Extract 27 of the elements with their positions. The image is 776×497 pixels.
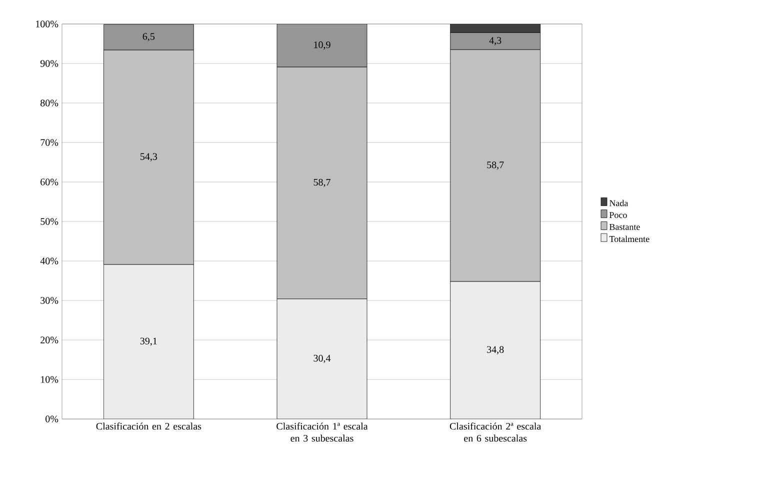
y-tick-label: 60%	[40, 178, 58, 186]
legend-label: Poco	[609, 212, 627, 218]
data-label: 39,1	[140, 338, 157, 346]
data-label: 58,7	[314, 178, 330, 188]
y-tick-label: 40%	[40, 258, 58, 264]
data-label: 58,7	[487, 162, 504, 170]
x-tick-label: Clasificación en 2 escalas	[96, 422, 202, 430]
y-tick-label: 90%	[40, 60, 58, 67]
y-tick-label: 80%	[40, 100, 58, 106]
data-label: 34,8	[487, 346, 504, 354]
legend-label: Totalmente	[609, 236, 650, 242]
data-label: 10,9	[314, 41, 330, 50]
y-tick-label: 50%	[40, 218, 58, 225]
y-tick-label: 10%	[41, 376, 58, 383]
y-tick-label: 20%	[40, 336, 58, 344]
data-label: 4,3	[489, 37, 502, 46]
data-label: 30,4	[314, 354, 331, 364]
x-tick-label: Clasificación 2ª escala en 6 subescalas	[450, 422, 542, 442]
y-tick-label: 100%	[36, 20, 58, 28]
y-tick-label: 70%	[40, 139, 58, 146]
data-label: 54,3	[140, 153, 158, 162]
legend-label: Nada	[609, 200, 628, 206]
y-tick-label: 0%	[46, 416, 58, 422]
x-tick-label: Clasificación 1ª escala en 3 subescalas	[276, 422, 368, 442]
legend-label: Bastante	[609, 224, 640, 230]
y-tick-label: 30%	[40, 297, 58, 304]
data-label: 6,5	[142, 33, 155, 42]
